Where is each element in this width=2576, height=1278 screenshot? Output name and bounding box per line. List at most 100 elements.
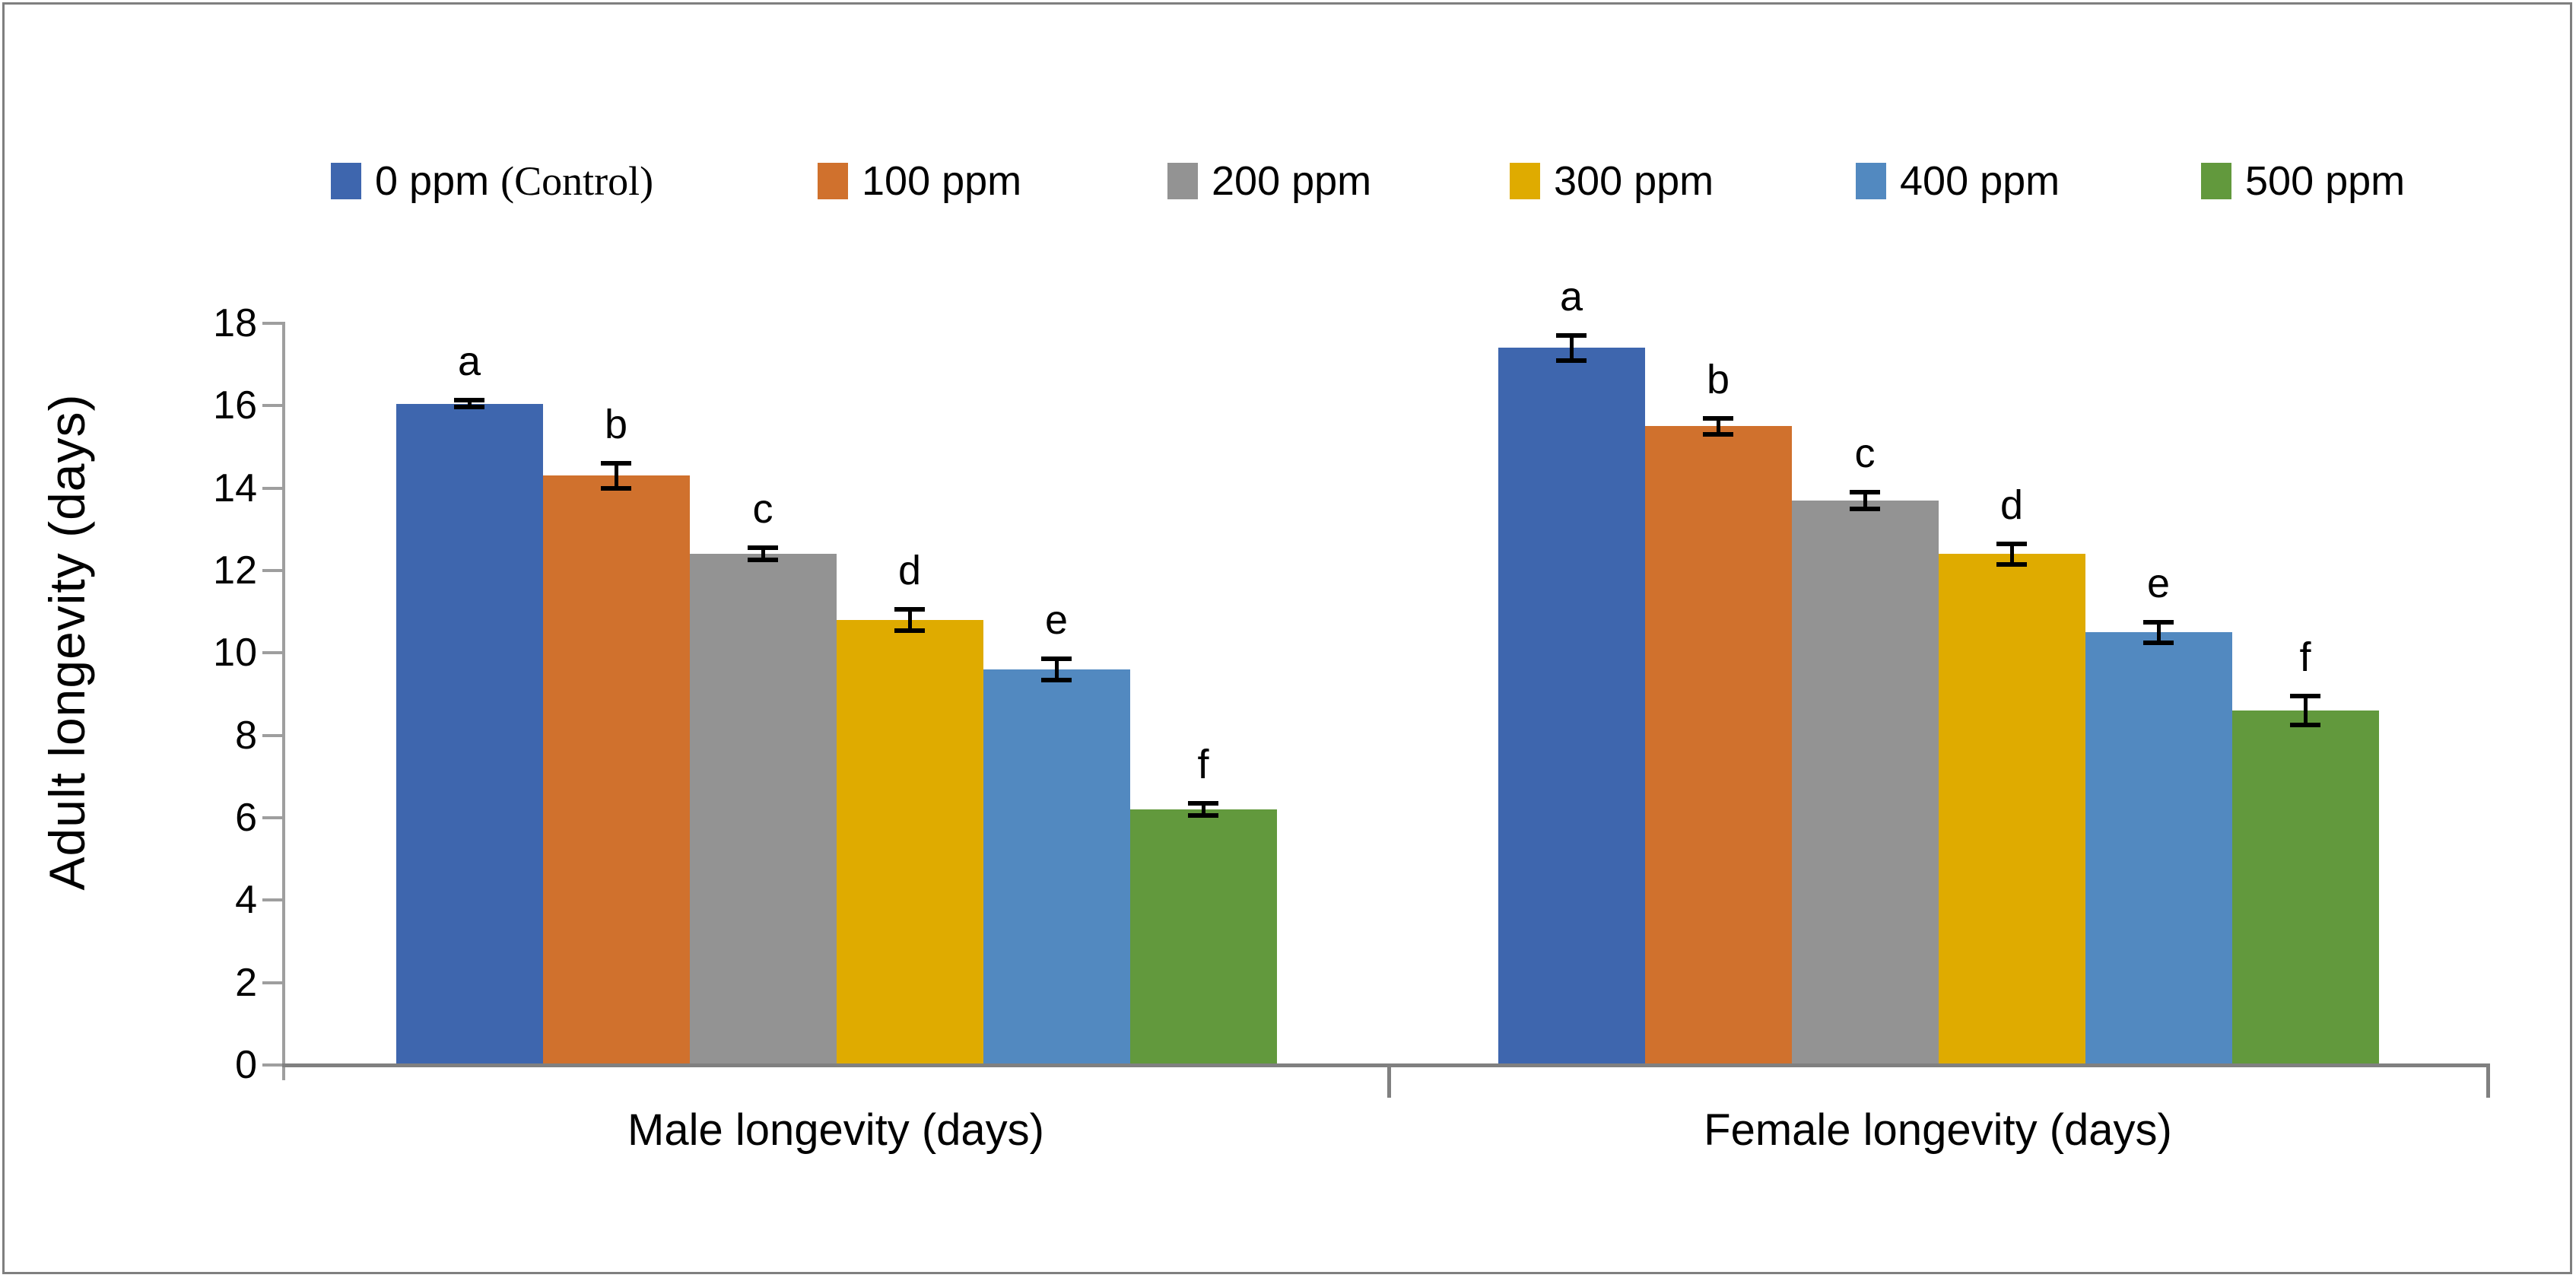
error-bar-cap xyxy=(1996,541,2027,546)
y-tick-mark xyxy=(262,486,282,490)
error-bar-cap xyxy=(1041,656,1072,662)
y-tick-label: 18 xyxy=(213,300,257,345)
legend-marker-icon xyxy=(1510,163,1540,199)
y-tick-mark xyxy=(262,404,282,408)
significance-letter: e xyxy=(2146,560,2171,606)
significance-letter: a xyxy=(1559,274,1583,320)
y-tick-label: 10 xyxy=(213,631,257,676)
significance-letter: a xyxy=(457,339,481,385)
error-bar xyxy=(2156,622,2161,643)
error-bar-cap xyxy=(454,404,484,409)
error-bar-cap xyxy=(1703,432,1733,437)
significance-letter: f xyxy=(2299,634,2311,681)
error-bar xyxy=(1054,659,1059,680)
legend-marker-icon xyxy=(1856,163,1886,199)
error-bar-cap xyxy=(1703,415,1733,421)
legend-item-3[interactable]: 300 ppm xyxy=(1510,158,1714,204)
legend-item-4[interactable]: 400 ppm xyxy=(1856,158,2060,204)
y-tick-label: 16 xyxy=(213,383,257,428)
bar-male-100ppm xyxy=(542,475,690,1063)
category-divider-tick xyxy=(2486,1063,2490,1098)
significance-letter: d xyxy=(1999,482,2024,528)
significance-letter: e xyxy=(1044,597,1069,644)
y-tick-mark xyxy=(262,321,282,325)
error-bar-cap xyxy=(1556,358,1587,363)
legend-item-1[interactable]: 100 ppm xyxy=(818,158,1022,204)
legend-marker-icon xyxy=(1167,163,1198,199)
error-bar-cap xyxy=(748,545,778,551)
y-tick-mark xyxy=(262,568,282,572)
legend-label: 400 ppm xyxy=(1900,158,2060,204)
bar-female-100ppm xyxy=(1644,426,1792,1063)
legend-label: 200 ppm xyxy=(1212,158,1372,204)
error-bar-cap xyxy=(1188,801,1218,806)
significance-letter: c xyxy=(1854,431,1876,477)
error-bar xyxy=(1201,803,1205,816)
error-bar-cap xyxy=(1996,561,2027,567)
bar-male-500ppm xyxy=(1129,809,1277,1063)
significance-letter: d xyxy=(897,548,922,594)
y-tick-label: 12 xyxy=(213,548,257,593)
error-bar xyxy=(1716,418,1720,435)
y-tick-label: 2 xyxy=(235,960,257,1005)
error-bar xyxy=(614,463,618,488)
x-axis-line xyxy=(282,1063,2489,1067)
legend-item-5[interactable]: 500 ppm xyxy=(2201,158,2406,204)
error-bar-cap xyxy=(601,485,631,491)
error-bar-cap xyxy=(2143,640,2174,645)
legend-marker-icon xyxy=(2201,163,2231,199)
significance-letter: b xyxy=(1706,356,1730,402)
error-bar xyxy=(907,609,912,631)
error-bar-cap xyxy=(1850,506,1880,511)
bar-male-200ppm xyxy=(689,554,837,1063)
bar-male-0ppm xyxy=(395,403,543,1063)
error-bar xyxy=(467,400,472,407)
legend-label: 300 ppm xyxy=(1554,158,1714,204)
bar-female-0ppm xyxy=(1498,348,1645,1063)
error-bar-cap xyxy=(601,461,631,466)
y-tick-label: 8 xyxy=(235,713,257,758)
legend-item-0[interactable]: 0 ppm (Control) xyxy=(331,158,654,204)
legend-label: 0 ppm (Control) xyxy=(375,158,654,204)
category-divider-tick xyxy=(1387,1063,1391,1098)
y-tick-mark xyxy=(262,1063,282,1067)
error-bar xyxy=(1863,492,1867,509)
error-bar-cap xyxy=(2143,619,2174,625)
error-bar-cap xyxy=(2290,723,2320,728)
significance-letter: c xyxy=(752,486,773,532)
bar-male-400ppm xyxy=(983,669,1130,1063)
x-category-label-female: Female longevity (days) xyxy=(1704,1105,2172,1155)
y-axis-line xyxy=(282,322,285,1080)
error-bar xyxy=(2303,696,2308,726)
y-tick-mark xyxy=(262,981,282,984)
y-axis-title: Adult longevity (days) xyxy=(39,393,95,891)
legend-label: 500 ppm xyxy=(2245,158,2406,204)
bar-male-300ppm xyxy=(836,619,983,1063)
y-tick-mark xyxy=(262,898,282,902)
error-bar-cap xyxy=(2290,694,2320,699)
error-bar-cap xyxy=(454,398,484,403)
bar-female-400ppm xyxy=(2085,632,2232,1063)
y-tick-label: 14 xyxy=(213,466,257,510)
error-bar-cap xyxy=(1556,333,1587,339)
error-bar-cap xyxy=(1188,813,1218,819)
legend-marker-icon xyxy=(331,163,361,199)
error-bar xyxy=(2009,543,2014,564)
significance-letter: b xyxy=(604,402,628,448)
y-tick-label: 4 xyxy=(235,878,257,923)
error-bar-cap xyxy=(1850,490,1880,495)
legend-item-2[interactable]: 200 ppm xyxy=(1167,158,1372,204)
error-bar-cap xyxy=(894,607,925,612)
legend-marker-icon xyxy=(818,163,848,199)
y-tick-mark xyxy=(262,733,282,737)
error-bar-cap xyxy=(894,628,925,633)
bar-female-300ppm xyxy=(1938,554,2085,1063)
y-tick-mark xyxy=(262,815,282,819)
bar-female-500ppm xyxy=(2231,711,2379,1063)
error-bar-cap xyxy=(748,558,778,563)
legend-label: 100 ppm xyxy=(862,158,1022,204)
bar-female-200ppm xyxy=(1791,500,1939,1063)
y-tick-mark xyxy=(262,651,282,655)
